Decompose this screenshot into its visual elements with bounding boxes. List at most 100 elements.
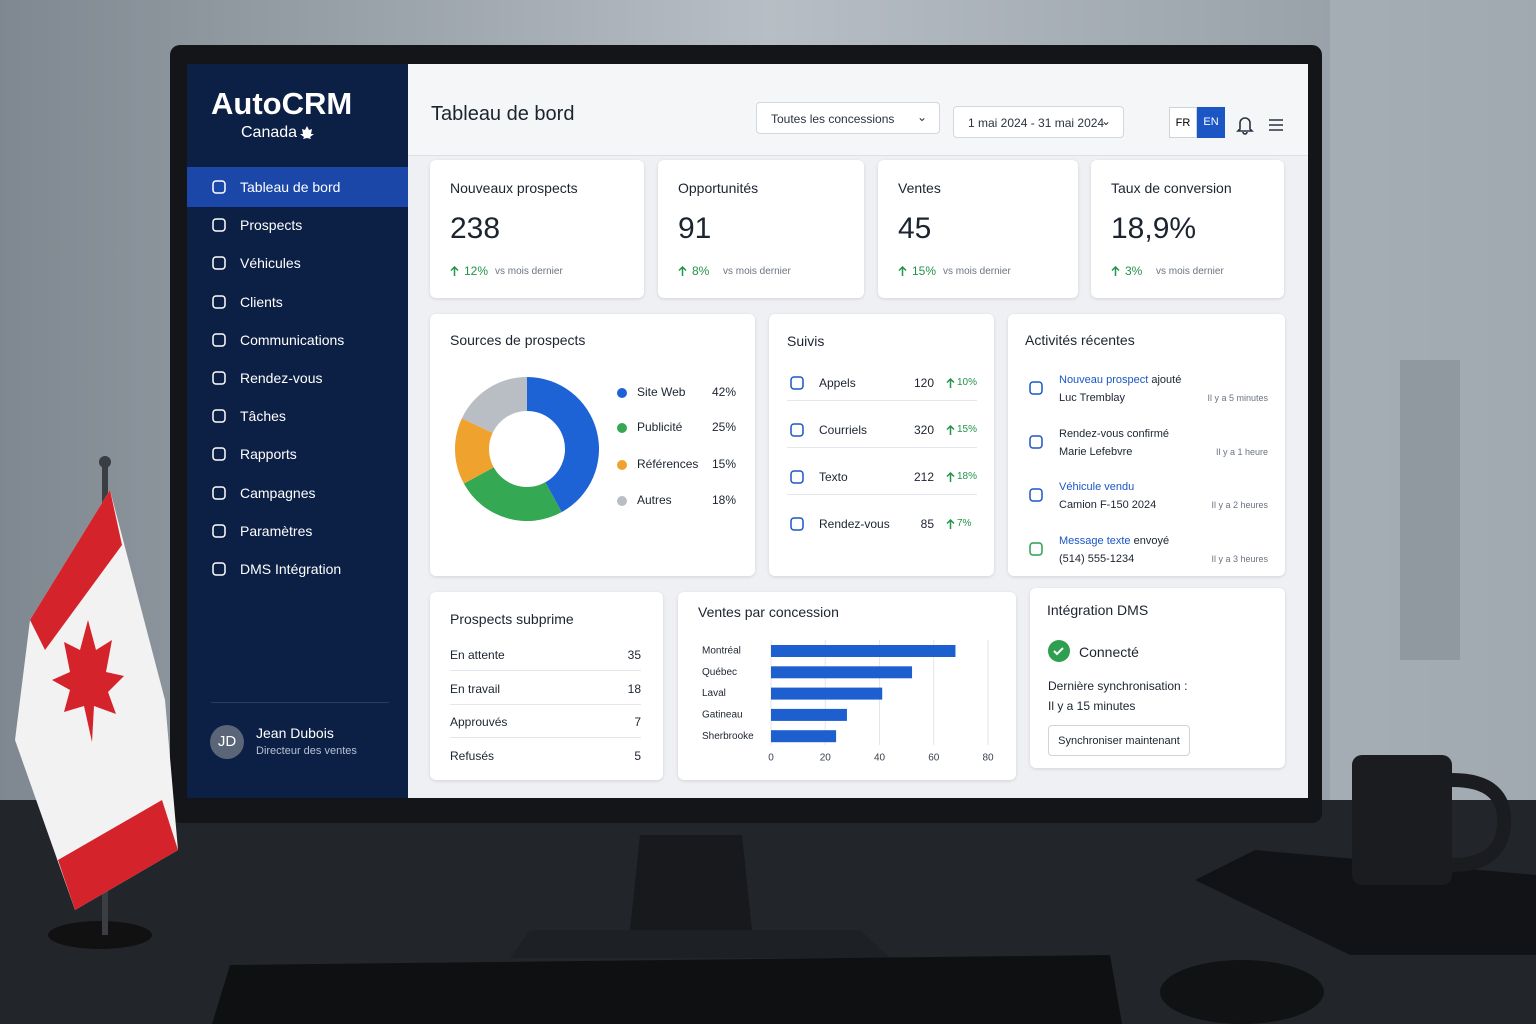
activity-time: Il y a 1 heure bbox=[1215, 446, 1268, 457]
legend-value: 15% bbox=[712, 457, 736, 471]
x-tick-label: 40 bbox=[874, 753, 886, 764]
donut-slice bbox=[527, 377, 599, 513]
nav-item[interactable]: Communications bbox=[187, 321, 408, 359]
activity-link[interactable]: Véhicule vendu bbox=[1059, 481, 1135, 493]
card-title: Prospects subprime bbox=[450, 611, 574, 627]
nav-item[interactable]: Rendez-vous bbox=[187, 359, 408, 397]
legend-value: 25% bbox=[712, 420, 736, 434]
nav-item[interactable]: Clients bbox=[187, 283, 408, 321]
sync-button[interactable]: Synchroniser maintenant bbox=[1048, 725, 1190, 756]
up-arrow bbox=[898, 266, 907, 276]
y-tick-label: Laval bbox=[702, 688, 726, 699]
icon-shape bbox=[212, 371, 226, 385]
sales-card: Ventes par concession 0 20 40 60 80 Montréal Qu… bbox=[678, 592, 1016, 780]
subprime-count: 5 bbox=[634, 748, 641, 763]
legend-dot bbox=[617, 388, 627, 398]
activity-time: Il y a 2 heures bbox=[1211, 500, 1268, 510]
kpi-note: vs mois dernier bbox=[723, 266, 791, 277]
kpi-value: 238 bbox=[450, 212, 501, 245]
subprime-label: Refusés bbox=[450, 748, 495, 763]
bell-icon[interactable] bbox=[1236, 115, 1254, 135]
activity-text: ajouté bbox=[1151, 374, 1182, 386]
activity-link[interactable]: Nouveau prospect bbox=[1059, 374, 1149, 386]
kpi-label: Nouveaux prospects bbox=[450, 180, 578, 196]
dealer-select[interactable]: Toutes les concessions ⌄ bbox=[756, 102, 940, 134]
icon-shape bbox=[1029, 381, 1043, 395]
dealer-text: Toutes les concessions bbox=[771, 112, 895, 126]
nav-item[interactable]: Véhicules bbox=[187, 244, 408, 282]
kpi-change: 15% bbox=[912, 264, 937, 278]
divider bbox=[787, 447, 977, 448]
sources-card: Sources de prospects Site Web 42% Publicité… bbox=[430, 314, 755, 576]
icon bbox=[212, 256, 226, 271]
kpi-card: Ventes 45 15% vs mois dernier bbox=[878, 160, 1078, 298]
card-title: Suivis bbox=[787, 333, 825, 349]
sidebar: AutoCRM Canada Tableau de bord Prospects V… bbox=[187, 64, 408, 798]
activity-title: Nouveau prospect ajouté bbox=[1059, 374, 1181, 386]
nav-item[interactable]: Prospects bbox=[187, 206, 408, 244]
lang-fr[interactable]: FR bbox=[1169, 107, 1197, 138]
active-highlight bbox=[187, 167, 408, 207]
icon-shape bbox=[212, 447, 226, 462]
x-tick-label: 0 bbox=[768, 753, 774, 764]
icon bbox=[212, 447, 226, 462]
activity-detail: (514) 555-1234 bbox=[1059, 552, 1135, 565]
activity-time: Il y a 3 heures bbox=[1211, 553, 1268, 564]
subprime-label: Approuvés bbox=[450, 715, 508, 729]
y-tick-label: Gatineau bbox=[702, 710, 743, 721]
followup-change: 7% bbox=[957, 518, 972, 529]
legend-value: 18% bbox=[712, 493, 736, 507]
nav-item[interactable]: Paramètres bbox=[187, 512, 408, 550]
nav-item[interactable]: DMS Intégration bbox=[187, 550, 408, 588]
menu-icon[interactable] bbox=[1268, 118, 1284, 132]
divider bbox=[450, 703, 641, 705]
icon bbox=[1029, 434, 1043, 449]
date-select[interactable]: 1 mai 2024 - 31 mai 2024 ⌄ bbox=[953, 106, 1124, 138]
dms-status: Connecté bbox=[1079, 644, 1139, 660]
up-arrow bbox=[678, 266, 687, 276]
icon bbox=[1029, 541, 1043, 556]
nav-item[interactable]: Rapports bbox=[187, 435, 408, 473]
followup-change: 15% bbox=[957, 424, 978, 435]
divider bbox=[211, 702, 389, 703]
nav-label: DMS Intégration bbox=[240, 561, 342, 577]
up-arrow bbox=[946, 425, 955, 435]
chart-title: Sources de prospects bbox=[450, 332, 586, 348]
activity-detail: Luc Tremblay bbox=[1059, 392, 1126, 404]
nav-item[interactable]: Campagnes bbox=[187, 474, 408, 512]
brand-name: AutoCRM bbox=[211, 86, 353, 121]
followup-change: 18% bbox=[957, 471, 978, 482]
icon-shape bbox=[212, 180, 226, 194]
icon bbox=[212, 562, 226, 576]
divider bbox=[450, 670, 641, 671]
icon bbox=[212, 485, 226, 500]
donut-slice bbox=[455, 418, 494, 484]
legend-label: Publicité bbox=[637, 420, 683, 434]
nav-item[interactable]: Tableau de bord bbox=[187, 168, 408, 206]
nav-item[interactable]: Tâches bbox=[187, 397, 408, 435]
kpi-note: vs mois dernier bbox=[495, 266, 563, 277]
icon-shape bbox=[1029, 434, 1043, 449]
icon bbox=[212, 180, 226, 194]
activity-link[interactable]: Message texte bbox=[1059, 534, 1131, 547]
donut-chart: Site Web 42% Publicité 25% Références 15% Autr… bbox=[455, 377, 736, 521]
legend-dot bbox=[617, 496, 627, 506]
y-tick-label: Montréal bbox=[702, 646, 741, 657]
nav-label: Communications bbox=[240, 331, 345, 348]
user-role: Directeur des ventes bbox=[256, 745, 357, 757]
icon-shape bbox=[212, 294, 226, 309]
user-name: Jean Dubois bbox=[256, 725, 334, 741]
kpi-card: Taux de conversion 18,9% 3% vs mois dernier bbox=[1091, 160, 1284, 298]
bar bbox=[771, 645, 956, 657]
kpi-note: vs mois dernier bbox=[1156, 266, 1224, 277]
kpi-change: 3% bbox=[1125, 264, 1143, 278]
subprime-count: 18 bbox=[627, 681, 641, 696]
legend-label: Autres bbox=[637, 493, 672, 507]
legend-dot bbox=[617, 460, 627, 470]
kpi-change: 8% bbox=[692, 264, 710, 278]
arrow-path bbox=[450, 266, 459, 276]
up-arrow bbox=[1111, 266, 1120, 276]
divider bbox=[450, 737, 641, 738]
lang-en[interactable]: EN bbox=[1197, 107, 1225, 138]
